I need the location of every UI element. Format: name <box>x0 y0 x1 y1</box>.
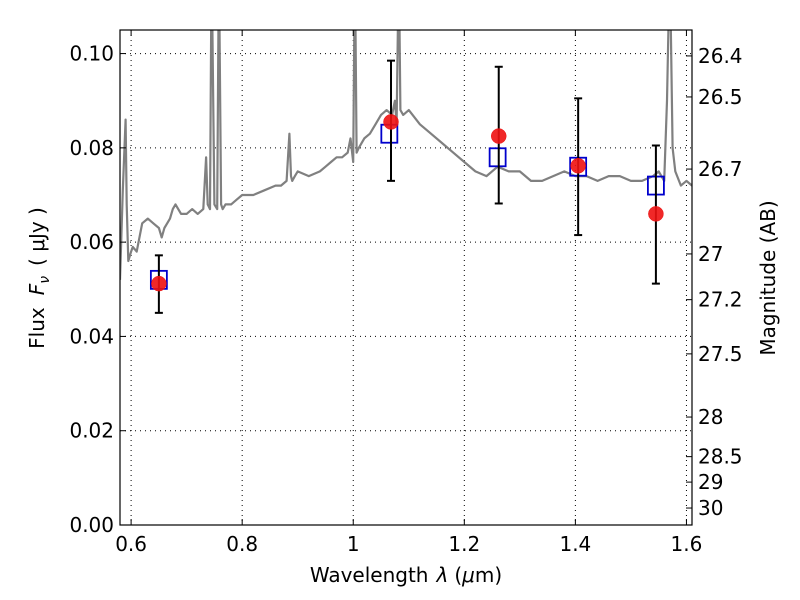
x-tick-label: 0.8 <box>226 532 258 556</box>
spectrum-line <box>120 30 692 280</box>
observed-flux-point <box>648 206 664 222</box>
y2-tick-label: 27 <box>698 242 723 266</box>
x-tick-label: 1.6 <box>671 532 703 556</box>
observed-flux-point <box>383 114 399 130</box>
y2-tick-label: 29 <box>698 470 723 494</box>
y2-axis-label: Magnitude (AB) <box>756 200 780 355</box>
axis-ticks: 0.6 0.8 1 1.2 1.4 1.6 0.00 0.02 0.04 0.06 0.08 0.10… <box>69 30 743 556</box>
y2-tick-label: 28.5 <box>698 445 743 469</box>
y2-tick-label: 26.7 <box>698 157 743 181</box>
y-tick-label: 0.08 <box>69 136 114 160</box>
y-tick-label: 0.04 <box>69 324 114 348</box>
plot-series <box>120 30 692 314</box>
y-tick-label: 0.06 <box>69 230 114 254</box>
grid-lines <box>120 30 692 526</box>
x-tick-label: 1.2 <box>448 532 480 556</box>
y2-tick-label: 28 <box>698 405 723 429</box>
y2-tick-label: 26.5 <box>698 85 743 109</box>
y-axis-label: FluxFν( μJy ) <box>25 207 53 349</box>
y-tick-label: 0.00 <box>69 513 114 537</box>
y2-tick-label: 27.2 <box>698 288 743 312</box>
y-tick-label: 0.10 <box>69 42 114 66</box>
y2-tick-label: 27.5 <box>698 342 743 366</box>
observed-flux-point <box>151 275 167 292</box>
y2-tick-label: 30 <box>698 496 723 520</box>
x-axis-label: Wavelength λ (μm) <box>310 563 502 587</box>
plot-frame <box>119 29 693 526</box>
observed-flux-point <box>570 158 586 174</box>
y-tick-label: 0.02 <box>69 419 114 443</box>
x-tick-label: 0.6 <box>115 532 147 556</box>
x-tick-label: 1 <box>347 532 360 556</box>
x-tick-label: 1.4 <box>559 532 591 556</box>
model-square-marker <box>488 147 507 168</box>
y2-tick-label: 26.4 <box>698 44 743 68</box>
observed-flux-point <box>490 128 507 144</box>
